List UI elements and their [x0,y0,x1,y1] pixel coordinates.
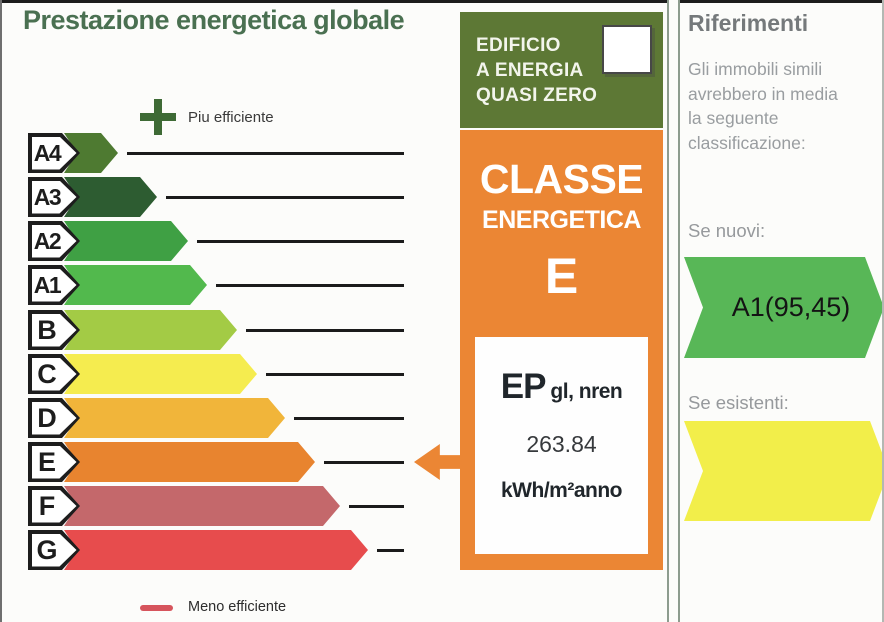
energy-class-tag: G [28,530,80,570]
energy-class-tag: D [28,398,80,438]
energy-class-tag: E [28,442,80,482]
energy-class-row: B [28,310,404,350]
se-nuovi-class-value: A1(95,45) [731,292,851,322]
energy-class-tag: C [28,354,80,394]
energy-class-row: A2 [28,221,404,261]
ep-value: 263.84 [526,431,597,457]
energy-class-tag: A3 [28,177,80,217]
ep-unit: kWh/m²anno [501,479,623,502]
description-line: avrebbero in media [688,83,838,104]
ep-label-sub: gl, nren [550,380,623,403]
nzeb-text-line: A ENERGIA [476,60,584,81]
energy-class-row: C [28,354,404,394]
energy-class-box: CLASSE ENERGETICA E EP gl, nren 263.84 kW… [460,130,663,570]
references-description: Gli immobili simili avrebbero in media l… [688,57,838,155]
energy-class-tag: A4 [28,133,80,173]
energy-class-bar [64,398,285,438]
scan-border-right [882,0,884,622]
energy-class-label: A1 [33,271,62,298]
reference-line [166,195,404,199]
energy-class-bar [64,354,257,394]
description-line: la seguente [688,108,779,128]
minus-icon [140,605,173,611]
reference-line [197,239,404,243]
assigned-class-letter: E [544,248,579,304]
ep-label: EP gl, nren [475,367,648,407]
reference-line [377,548,404,552]
class-pointer-arrow [414,444,461,480]
energy-class-row: E [28,442,404,482]
nzeb-box: EDIFICIO A ENERGIA QUASI ZERO [460,12,663,128]
energy-class-bar [64,221,188,261]
reference-line [266,372,404,376]
energy-class-label: A2 [33,227,62,254]
reference-line [127,151,404,155]
energy-class-tag: B [28,310,80,350]
nzeb-checkbox[interactable] [602,25,652,74]
energy-class-bar [64,265,207,305]
description-line: Gli immobili simili [688,59,823,79]
se-nuovi-arrow: A1(95,45) [684,257,884,358]
nzeb-text-line: EDIFICIO [476,35,561,56]
energetica-label: ENERGETICA [482,206,641,234]
nzeb-text-line: QUASI ZERO [476,85,598,106]
energy-class-label: A3 [33,183,62,210]
scan-border-left [0,0,2,622]
reference-line [294,416,404,420]
energy-class-label: B [37,314,57,345]
classe-label: CLASSE [479,156,644,202]
energy-class-label: C [37,358,57,389]
description-line: classificazione: [688,132,806,153]
se-nuovi-label: Se nuovi: [688,220,766,241]
more-efficient-label: Piu efficiente [188,109,274,126]
energy-class-label: F [38,490,56,521]
section-divider [667,0,680,622]
energy-class-row: F [28,486,404,526]
scan-border-top [0,0,884,3]
energy-class-bar [64,530,368,570]
reference-line [246,328,404,332]
page-title: Prestazione energetica globale [23,5,405,35]
plus-icon [140,99,176,135]
energy-class-row: A3 [28,177,404,217]
references-panel: Riferimenti Gli immobili simili avrebber… [682,0,884,622]
reference-line [349,504,404,508]
ep-value-box: EP gl, nren 263.84 kWh/m²anno [475,337,648,554]
energy-class-label: E [37,446,56,477]
energy-class-row: D [28,398,404,438]
energy-class-label: G [36,534,58,565]
energy-class-tag: F [28,486,80,526]
reference-line [324,460,404,464]
energy-class-row: G [28,530,404,570]
energy-class-label: D [37,402,57,433]
energy-class-tag: A2 [28,221,80,261]
energy-class-bar [64,486,340,526]
ep-label-main: EP [500,367,547,406]
energy-class-row: A4 [28,133,404,173]
less-efficient-label: Meno efficiente [188,599,287,615]
reference-line [216,283,404,287]
energy-class-tag: A1 [28,265,80,305]
se-esistenti-label: Se esistenti: [688,392,789,413]
energy-class-label: A4 [33,139,62,166]
energy-class-bar [64,442,315,482]
se-esistenti-arrow [684,421,884,521]
references-heading: Riferimenti [688,10,809,36]
energy-class-row: A1 [28,265,404,305]
energy-class-bar [64,310,237,350]
